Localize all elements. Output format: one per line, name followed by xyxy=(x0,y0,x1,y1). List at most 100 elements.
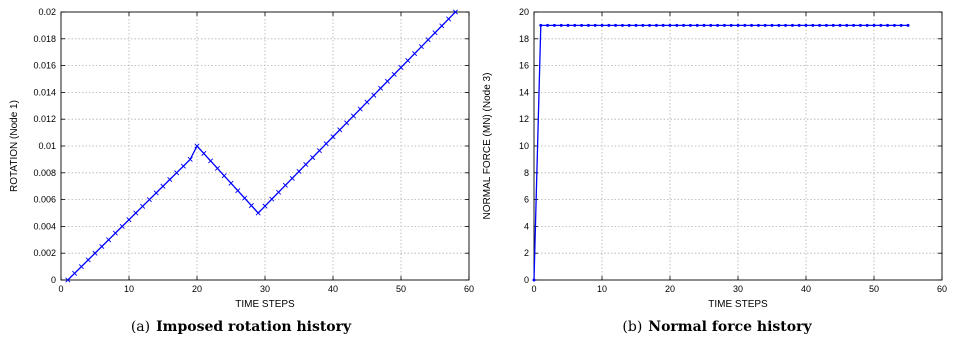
data-point xyxy=(391,71,397,77)
data-point xyxy=(99,243,105,250)
data-point xyxy=(310,155,316,161)
y-tick-label: 16 xyxy=(519,61,529,71)
data-point xyxy=(235,188,241,194)
data-point xyxy=(119,223,125,229)
data-point xyxy=(398,64,404,70)
y-tick-label: 0.006 xyxy=(33,195,56,205)
data-point xyxy=(818,23,822,27)
caption-title: Normal force history xyxy=(648,319,812,335)
data-point xyxy=(146,197,152,203)
data-point xyxy=(845,23,849,27)
data-point xyxy=(865,23,869,27)
x-tick-label: 10 xyxy=(597,284,607,294)
data-point xyxy=(412,51,418,57)
y-tick-label: 10 xyxy=(519,141,529,151)
data-point xyxy=(194,143,200,149)
data-point xyxy=(405,57,411,64)
y-tick-label: 4 xyxy=(524,221,529,231)
data-point xyxy=(750,23,754,27)
data-point xyxy=(106,237,112,243)
data-point xyxy=(552,23,556,27)
data-point xyxy=(221,173,227,179)
data-point xyxy=(879,23,883,27)
data-point xyxy=(344,120,350,126)
data-point xyxy=(432,30,438,36)
y-tick-label: 0.008 xyxy=(33,168,56,178)
caption-label: (b) xyxy=(622,319,642,335)
data-point xyxy=(85,257,91,263)
data-point xyxy=(607,23,611,27)
x-tick-label: 60 xyxy=(937,284,947,294)
y-axis-label: ROTATION (Node 1) xyxy=(9,100,20,192)
x-tick-label: 10 xyxy=(124,284,134,294)
data-point xyxy=(668,23,672,27)
data-point xyxy=(620,23,624,27)
data-point xyxy=(777,23,781,27)
panel-normal-force-history: 0 10 20 30 40 50 60 0 2 4 6 8 10 12 14 16 18 20 TIME STEPS… xyxy=(482,7,947,335)
y-tick-label: 12 xyxy=(519,114,529,124)
series-line xyxy=(67,11,456,281)
x-tick-label: 40 xyxy=(328,284,338,294)
data-point xyxy=(641,23,645,27)
y-tick-label: 18 xyxy=(519,34,529,44)
axes-frame xyxy=(60,11,470,281)
data-point xyxy=(573,23,577,27)
data-point xyxy=(532,278,536,282)
data-point xyxy=(78,264,84,270)
y-tick-label: 0 xyxy=(51,275,56,285)
y-tick-label: 0.014 xyxy=(33,87,56,97)
data-point xyxy=(201,150,207,156)
data-point xyxy=(593,23,597,27)
x-tick-label: 0 xyxy=(58,284,63,294)
data-point xyxy=(838,23,842,27)
data-point xyxy=(72,270,78,276)
y-tick-label: 0.016 xyxy=(33,61,56,71)
data-point xyxy=(323,141,329,147)
data-point xyxy=(140,203,146,209)
data-point xyxy=(784,23,788,27)
data-point xyxy=(614,23,618,27)
data-point xyxy=(688,23,692,27)
y-tick-label: 0.02 xyxy=(38,7,56,17)
data-point xyxy=(600,23,604,27)
data-point xyxy=(371,92,377,98)
data-point xyxy=(65,277,71,283)
data-point xyxy=(736,23,740,27)
data-point xyxy=(546,23,550,27)
y-tick-label: 14 xyxy=(519,87,529,97)
data-point xyxy=(634,23,638,27)
x-tick-label: 40 xyxy=(801,284,811,294)
data-point xyxy=(153,190,159,196)
data-point xyxy=(566,23,570,27)
y-tick-label: 20 xyxy=(519,7,529,17)
data-point xyxy=(208,158,214,164)
data-point xyxy=(729,23,733,27)
data-point xyxy=(899,23,903,27)
data-point xyxy=(446,16,452,22)
data-point xyxy=(187,156,193,162)
y-tick-label: 0.01 xyxy=(38,141,56,151)
y-tick-label: 0.018 xyxy=(33,34,56,44)
data-point xyxy=(282,182,288,188)
data-point xyxy=(709,23,713,27)
data-point xyxy=(661,23,665,27)
data-point xyxy=(296,168,302,174)
caption-title: Imposed rotation history xyxy=(156,319,352,335)
y-axis-label: NORMAL FORCE (MN) (Node 3) xyxy=(482,73,493,220)
y-tick-label: 8 xyxy=(524,168,529,178)
data-point xyxy=(702,23,706,27)
data-point xyxy=(255,210,261,216)
data-point xyxy=(439,23,445,29)
data-point xyxy=(906,23,910,27)
data-point xyxy=(160,183,166,189)
data-point xyxy=(112,230,118,236)
y-tick-label: 0.004 xyxy=(33,221,56,231)
figure-caption: (b) Normal force history xyxy=(622,319,812,335)
data-point xyxy=(763,23,767,27)
data-point xyxy=(242,195,248,201)
data-point xyxy=(811,23,815,27)
y-tick-label: 6 xyxy=(524,195,529,205)
data-point xyxy=(276,189,282,195)
data-point xyxy=(384,78,390,84)
